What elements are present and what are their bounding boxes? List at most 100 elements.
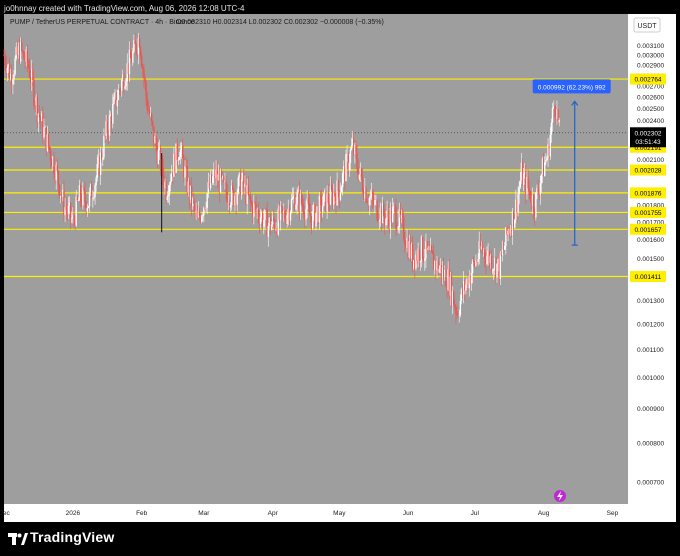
candle-body: [530, 200, 533, 206]
candle-body: [538, 192, 540, 195]
candle-body: [401, 215, 404, 218]
candle-body: [335, 196, 337, 206]
candle-body: [74, 219, 76, 226]
candle-body: [111, 114, 113, 124]
candle-body: [105, 121, 107, 136]
candle-body: [133, 40, 135, 52]
candle-body: [353, 138, 355, 154]
candle-body: [239, 173, 242, 196]
lightning-icon[interactable]: [554, 490, 566, 502]
candle-body: [65, 207, 67, 211]
candle-body: [27, 63, 30, 67]
candle-body: [162, 158, 164, 177]
x-tick-label: 2026: [66, 510, 81, 517]
candle-body: [309, 213, 312, 217]
level-price-tag: [630, 206, 666, 218]
candle-body: [306, 198, 308, 209]
candle-body: [244, 183, 246, 188]
x-tick-label: Jul: [471, 510, 480, 517]
ohlc-readout: O0.002310 H0.002314 L0.002302 C0.002302 …: [176, 19, 384, 26]
candle-body: [156, 146, 158, 164]
candle-body: [195, 211, 197, 212]
candle-body: [157, 150, 160, 164]
x-tick-label: Jun: [403, 510, 414, 517]
y-tick-label: 0.000800: [637, 441, 664, 448]
candle-body: [370, 192, 373, 198]
last-price-label: 0.002302: [634, 130, 661, 137]
candle-body: [400, 215, 403, 218]
currency-button[interactable]: USDT: [633, 17, 661, 33]
candle-body: [115, 92, 117, 107]
candle-body: [148, 110, 151, 116]
candle-body: [82, 188, 84, 206]
candle-body: [206, 193, 208, 208]
candle-body: [464, 281, 466, 291]
measure-arrow-head: [571, 100, 579, 106]
candle-body: [174, 153, 176, 173]
candle-body: [416, 254, 418, 261]
y-tick-label: 0.002500: [637, 106, 664, 113]
candle-body: [526, 176, 528, 195]
candle-body: [546, 157, 548, 160]
candle-body: [33, 80, 35, 106]
candle-body: [135, 43, 137, 53]
candle-body: [14, 58, 16, 75]
candle-body: [85, 202, 87, 212]
candle-body: [510, 229, 513, 236]
candle-body: [556, 109, 558, 119]
candle-body: [457, 314, 459, 316]
candle-body: [252, 204, 254, 217]
candle-body: [490, 255, 493, 271]
candle-body: [355, 144, 357, 154]
candle-body: [405, 244, 407, 248]
candle-body: [199, 216, 202, 222]
candle-body: [117, 89, 120, 100]
candle-body: [339, 192, 342, 200]
candle-body: [76, 196, 78, 201]
candle-body: [517, 194, 519, 213]
candle-body: [477, 259, 479, 262]
candle-body: [555, 108, 557, 119]
candle-body: [527, 176, 529, 189]
candle-body: [140, 55, 143, 67]
candle-body: [265, 209, 267, 211]
candle-body: [359, 168, 362, 175]
candle-body: [184, 166, 186, 178]
candle-body: [406, 238, 408, 248]
candle-body: [305, 208, 307, 220]
candle-body: [396, 228, 398, 231]
candle-body: [418, 248, 420, 262]
candle-body: [4, 55, 6, 66]
candle-body: [47, 134, 50, 147]
x-tick-label: May: [333, 510, 346, 517]
candle-body: [288, 208, 291, 221]
candle-body: [222, 176, 224, 178]
candle-body: [3, 55, 5, 56]
candle-body: [68, 202, 71, 206]
candle-body: [385, 218, 387, 226]
price-chart[interactable]: 0.000992 (62.23%) 992 0.003100 0.003000 0.…: [0, 0, 680, 526]
candle-body: [414, 260, 416, 269]
candle-body: [474, 262, 476, 266]
candle-body: [283, 210, 285, 212]
candle-body: [193, 198, 195, 205]
candle-body: [12, 79, 14, 85]
candle-body: [258, 217, 261, 225]
candle-body: [259, 217, 262, 225]
candle-body: [95, 177, 97, 186]
candle-body: [26, 49, 29, 64]
candle-body: [285, 218, 287, 224]
candle-body: [113, 97, 115, 104]
candle-body: [142, 66, 144, 69]
candle-body: [390, 207, 393, 222]
author-watermark: jo0hnnay created with TradingView.com, A…: [4, 4, 245, 13]
candle-body: [435, 261, 437, 271]
candle-body: [296, 192, 298, 205]
candle-body: [152, 121, 154, 127]
candle-body: [46, 134, 49, 151]
candle-body: [155, 136, 157, 147]
candle-body: [210, 174, 213, 184]
candle-body: [534, 211, 536, 218]
candle-body: [51, 160, 53, 167]
